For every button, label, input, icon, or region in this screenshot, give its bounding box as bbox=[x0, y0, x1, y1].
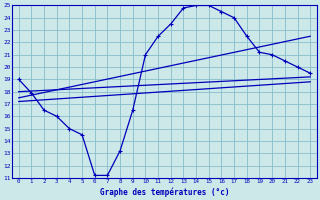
X-axis label: Graphe des températures (°c): Graphe des températures (°c) bbox=[100, 187, 229, 197]
